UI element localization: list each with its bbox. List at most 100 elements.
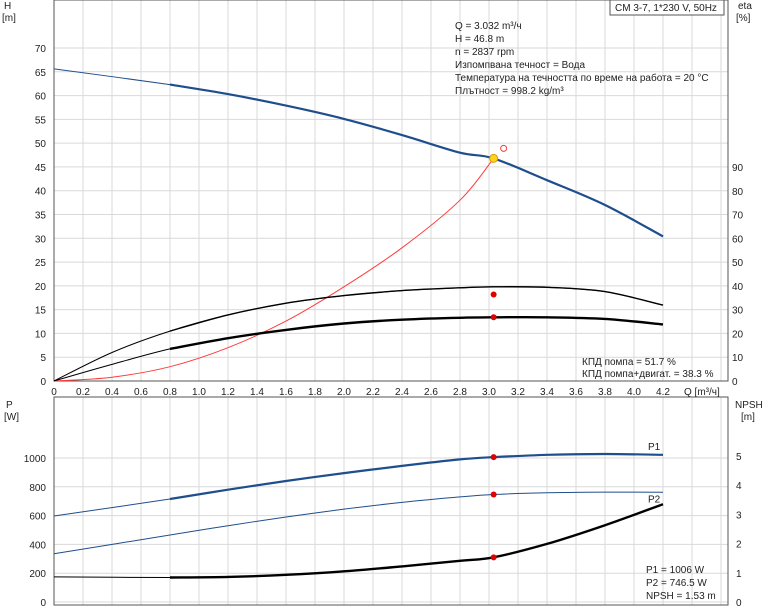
q-tick-label: 4.0 [627, 387, 641, 398]
q-tick-label: 2.0 [337, 387, 351, 398]
q-tick-label: 3.4 [540, 387, 554, 398]
duty-point-power [490, 454, 497, 461]
head-curve-thin [53, 68, 664, 237]
q-tick-label: 3.6 [569, 387, 583, 398]
lower-plot-frame [53, 396, 729, 606]
q-tick-label: 2.4 [395, 387, 409, 398]
q-tick-label: 2.6 [424, 387, 438, 398]
npsh-tick-label: 4 [736, 481, 742, 492]
eta-tick-label: 80 [732, 187, 744, 198]
pump-model-box [609, 0, 725, 16]
lower-grid [53, 397, 728, 605]
duty-point-eta [490, 291, 497, 298]
lower-curves: P1 P2 [53, 442, 664, 579]
h-tick-label: 10 [35, 329, 47, 340]
npsh-tick-label: 2 [736, 540, 742, 551]
q-tick-label: 1.2 [221, 387, 235, 398]
info-eta-pump: КПД помпа = 51.7 % [582, 357, 676, 368]
system-curve-thin [53, 158, 494, 382]
q-tick-label: 1.0 [192, 387, 206, 398]
info-density: Плътност = 998.2 kg/m³ [455, 86, 564, 97]
h-tick-label: 15 [35, 306, 47, 317]
eta-axis-unit: [%] [736, 13, 751, 24]
duty-point-power [490, 491, 497, 498]
q-tick-label: 3.0 [482, 387, 496, 398]
npsh-axis-name: NPSH [735, 400, 763, 411]
p1-curve-line [169, 452, 664, 501]
p-tick-label: 600 [29, 512, 46, 523]
h-tick-label: 20 [35, 282, 47, 293]
p-tick-label: 0 [40, 598, 46, 609]
series-label-p1: P1 [648, 442, 661, 453]
q-tick-label: 3.2 [511, 387, 525, 398]
h-tick-label: 45 [35, 163, 47, 174]
eta-tick-label: 10 [732, 353, 744, 364]
h-tick-label: 60 [35, 92, 47, 103]
h-tick-label: 5 [40, 353, 46, 364]
q-tick-label: 0.2 [76, 387, 90, 398]
eta-tick-label: 90 [732, 163, 744, 174]
h-axis-name: H [4, 1, 11, 12]
info-head: H = 46.8 m [455, 34, 504, 45]
h-tick-label: 65 [35, 68, 47, 79]
series-label-p2: P2 [648, 494, 661, 505]
q-tick-label: 1.6 [279, 387, 293, 398]
h-tick-label: 70 [35, 44, 47, 55]
q-tick-label: 0.4 [105, 387, 119, 398]
npsh-tick-label: 0 [736, 598, 742, 609]
q-tick-label: 1.8 [308, 387, 322, 398]
info-p1: P1 = 1006 W [646, 565, 705, 576]
info-eta-total: КПД помпа+двигат. = 38.3 % [582, 369, 714, 380]
p1-curve-thin [53, 453, 664, 517]
npsh-tick-label: 5 [736, 452, 742, 463]
q-tick-label: 3.8 [598, 387, 612, 398]
h-tick-label: 30 [35, 234, 47, 245]
h-axis-unit: [m] [2, 13, 16, 24]
eta-pump-curve-line [169, 286, 664, 332]
info-speed: n = 2837 rpm [455, 47, 514, 58]
p-axis-unit: [W] [4, 412, 19, 423]
info-liquid: Изпомпвана течност = Вода [455, 60, 585, 71]
q-tick-label: 1.4 [250, 387, 264, 398]
duty-point-head [489, 153, 499, 163]
npsh-curve-line [169, 503, 664, 579]
duty-point-markers [489, 144, 508, 561]
p-tick-label: 400 [29, 540, 46, 551]
eta-total-curve-thin [53, 316, 664, 382]
duty-info: Q = 3.032 m³/ч H = 46.8 m n = 2837 rpm И… [455, 21, 709, 97]
p2-curve-thin [53, 491, 664, 555]
eta-tick-label: 50 [732, 258, 744, 269]
h-tick-label: 25 [35, 258, 47, 269]
p-axis-name: P [6, 400, 13, 411]
duty-point-eta [490, 314, 497, 321]
upper-grid [53, 0, 728, 382]
lower-tick-labels: 0 200 400 600 800 1000 0 1 2 3 4 5 [24, 452, 742, 609]
efficiency-info: КПД помпа = 51.7 % КПД помпа+двигат. = 3… [582, 357, 714, 380]
upper-plot-frame [53, 0, 729, 382]
npsh-axis-unit: [m] [741, 412, 755, 423]
eta-tick-label: 20 [732, 329, 744, 340]
info-npsh: NPSH = 1.53 m [646, 591, 716, 602]
eta-axis-name: eta [738, 1, 752, 12]
q-tick-label: 0.6 [134, 387, 148, 398]
h-tick-label: 55 [35, 115, 47, 126]
q-tick-label: 4.2 [656, 387, 670, 398]
npsh-tick-label: 1 [736, 569, 742, 580]
info-flow: Q = 3.032 m³/ч [455, 21, 522, 32]
pump-model-label: CM 3-7, 1*230 V, 50Hz [615, 3, 717, 14]
q-tick-label: 0 [51, 387, 57, 398]
p-tick-label: 800 [29, 483, 46, 494]
system-duty-point [500, 144, 508, 152]
npsh-tick-label: 3 [736, 510, 742, 521]
upper-curves [53, 68, 664, 382]
q-tick-label: 0.8 [163, 387, 177, 398]
h-tick-label: 50 [35, 139, 47, 150]
upper-tick-labels: 0 0.2 0.4 0.6 0.8 1.0 1.2 1.4 1.6 1.8 2.0 2.2 2.4 2.6… [35, 44, 744, 398]
info-temperature: Температура на течността по време на раб… [455, 72, 709, 84]
q-tick-label: 2.2 [366, 387, 380, 398]
eta-tick-label: 30 [732, 306, 744, 317]
head-curve-line [169, 83, 664, 238]
p-tick-label: 1000 [24, 454, 47, 465]
eta-tick-label: 0 [732, 377, 738, 388]
